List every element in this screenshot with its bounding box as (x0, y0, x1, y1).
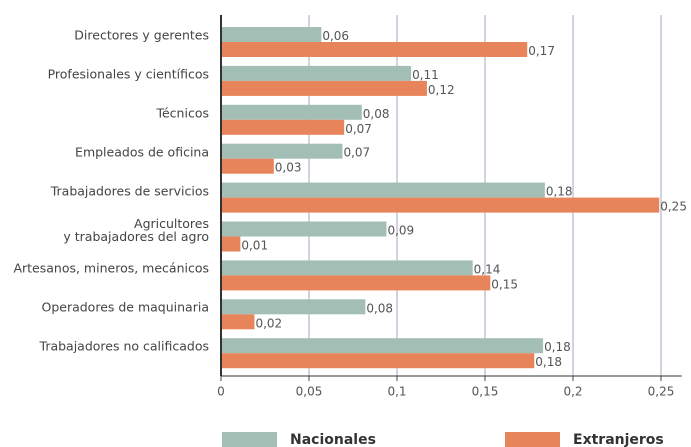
bar (221, 158, 274, 174)
legend-swatch (222, 432, 277, 447)
bar (221, 314, 255, 330)
value-label: 0,25 (660, 200, 687, 214)
bar (221, 143, 343, 159)
value-label: 0,01 (241, 239, 268, 253)
category-label: Técnicos (156, 105, 209, 121)
bar (221, 80, 427, 96)
category-label: Agricultores y trabajadores del agro (63, 215, 209, 244)
value-label: 0,18 (544, 340, 571, 354)
bar (221, 338, 544, 354)
category-label: Trabajadores de servicios (50, 183, 209, 199)
bar (221, 42, 528, 57)
value-label: 0,07 (345, 122, 372, 136)
bar (221, 197, 660, 213)
category-label: Empleados de oficina (75, 144, 209, 160)
bar (221, 65, 412, 81)
category-label: Directores y gerentes (74, 27, 209, 43)
x-tick-label: 0 (217, 385, 225, 399)
x-tick-label: 0,05 (296, 385, 323, 399)
value-label: 0,08 (366, 301, 393, 315)
x-tick-label: 0,25 (648, 385, 675, 399)
value-label: 0,09 (387, 224, 414, 238)
legend-label: Nacionales (290, 432, 376, 447)
category-label: Profesionales y científicos (47, 66, 209, 82)
value-label: 0,03 (275, 161, 302, 175)
value-label: 0,02 (255, 316, 282, 330)
bar (221, 27, 322, 42)
x-tick-label: 0,1 (387, 385, 406, 399)
value-label: 0,18 (546, 185, 573, 199)
category-label: Artesanos, mineros, mecánicos (13, 260, 209, 276)
value-label: 0,07 (343, 146, 370, 160)
value-label: 0,18 (535, 355, 562, 369)
x-tick-label: 0,2 (563, 385, 582, 399)
category-label: Operadores de maquinaria (41, 299, 209, 315)
bar (221, 275, 491, 291)
legend-swatch (505, 432, 560, 447)
bar (221, 182, 545, 198)
value-label: 0,15 (491, 277, 518, 291)
value-label: 0,14 (474, 262, 501, 276)
value-label: 0,17 (528, 44, 555, 58)
value-label: 0,11 (412, 68, 439, 82)
category-label: Trabajadores no calificados (39, 338, 209, 354)
bar (221, 260, 473, 276)
bar (221, 353, 535, 369)
value-label: 0,08 (363, 107, 390, 121)
bar (221, 104, 362, 120)
x-tick-label: 0,15 (472, 385, 499, 399)
bar (221, 119, 345, 135)
value-label: 0,06 (322, 29, 349, 43)
bar (221, 221, 387, 237)
bar (221, 236, 241, 252)
legend-label: Extranjeros (573, 432, 664, 447)
bar (221, 299, 366, 315)
value-label: 0,12 (428, 83, 455, 97)
